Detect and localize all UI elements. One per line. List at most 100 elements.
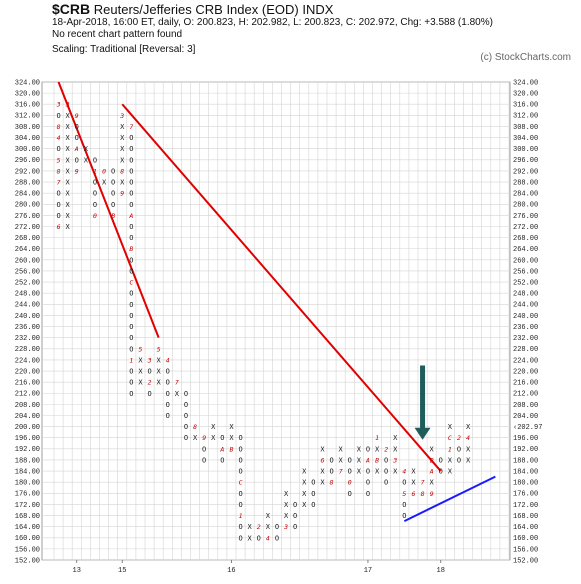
- o-box: O: [238, 523, 242, 531]
- x-box: X: [284, 490, 289, 498]
- o-box: O: [402, 512, 406, 520]
- o-box: O: [56, 145, 60, 153]
- month-marker: 6: [411, 490, 415, 498]
- y-tick-label-right: 260.00: [513, 257, 538, 265]
- y-tick-label-left: 216.00: [15, 380, 40, 388]
- watermark: (c) StockCharts.com: [480, 52, 571, 63]
- o-box: O: [184, 390, 188, 398]
- current-price-label: ‹202.97: [513, 424, 542, 432]
- y-tick-label-left: 320.00: [15, 91, 40, 99]
- o-box: O: [184, 423, 188, 431]
- o-box: O: [184, 434, 188, 442]
- trend-line: [121, 103, 442, 472]
- x-box: X: [157, 368, 162, 376]
- o-box: O: [366, 468, 370, 476]
- o-box: O: [220, 456, 224, 464]
- o-box: O: [202, 445, 206, 453]
- o-box: O: [384, 456, 388, 464]
- y-tick-label-left: 236.00: [15, 324, 40, 332]
- y-tick-label-right: 264.00: [513, 246, 538, 254]
- o-box: O: [366, 445, 370, 453]
- x-tick-label: 18: [437, 567, 445, 575]
- arrow-head: [414, 427, 431, 440]
- x-box: X: [375, 445, 380, 453]
- x-box: X: [66, 112, 71, 120]
- y-tick-label-right: 204.00: [513, 413, 538, 421]
- o-box: O: [129, 390, 133, 398]
- o-box: O: [129, 290, 133, 298]
- o-box: O: [329, 468, 333, 476]
- y-tick-label-right: 240.00: [513, 313, 538, 321]
- month-marker: 1: [448, 445, 452, 453]
- x-box: X: [66, 167, 71, 175]
- o-box: O: [129, 223, 133, 231]
- x-box: X: [66, 190, 71, 198]
- o-box: O: [111, 201, 115, 209]
- month-marker: 1: [375, 434, 379, 442]
- x-box: X: [266, 523, 271, 531]
- x-box: X: [120, 156, 125, 164]
- month-marker: 8: [193, 423, 197, 431]
- x-box: X: [339, 445, 344, 453]
- symbol: $CRB: [52, 1, 91, 17]
- month-marker: 6: [320, 456, 324, 464]
- y-tick-label-left: 304.00: [15, 135, 40, 143]
- x-box: X: [138, 356, 143, 364]
- month-marker: 2: [457, 434, 461, 442]
- month-marker: 1: [239, 512, 243, 520]
- o-box: O: [275, 534, 279, 542]
- y-tick-label-right: 168.00: [513, 513, 538, 521]
- y-tick-label-right: 176.00: [513, 491, 538, 499]
- trend-line: [403, 475, 496, 522]
- y-tick-label-left: 248.00: [15, 291, 40, 299]
- x-box: X: [448, 456, 453, 464]
- o-box: O: [166, 412, 170, 420]
- y-tick-label-left: 308.00: [15, 124, 40, 132]
- y-tick-label-left: 268.00: [15, 235, 40, 243]
- x-box: X: [393, 468, 398, 476]
- month-marker: 3: [147, 356, 152, 364]
- y-tick-label-right: 188.00: [513, 457, 538, 465]
- month-marker: 7: [129, 123, 133, 131]
- y-tick-label-right: 300.00: [513, 146, 538, 154]
- y-tick-label-left: 176.00: [15, 491, 40, 499]
- o-box: O: [129, 167, 133, 175]
- chart-header: $CRB Reuters/Jefferies CRB Index (EOD) I…: [52, 2, 577, 56]
- month-marker: 5: [57, 156, 61, 164]
- o-box: O: [56, 190, 60, 198]
- o-box: O: [111, 190, 115, 198]
- o-box: O: [129, 134, 133, 142]
- x-box: X: [229, 434, 234, 442]
- index-name: Reuters/Jefferies CRB Index (EOD): [93, 2, 299, 17]
- x-box: X: [302, 479, 307, 487]
- y-tick-label-left: 272.00: [15, 224, 40, 232]
- o-box: O: [129, 379, 133, 387]
- x-box: X: [320, 479, 325, 487]
- o-box: O: [166, 390, 170, 398]
- x-box: X: [248, 534, 253, 542]
- o-box: O: [457, 445, 461, 453]
- y-tick-label-left: 324.00: [15, 79, 40, 87]
- month-marker: 9: [430, 490, 434, 498]
- month-marker: 4: [166, 356, 170, 364]
- y-tick-label-right: 276.00: [513, 213, 538, 221]
- x-box: X: [157, 379, 162, 387]
- x-box: X: [120, 134, 125, 142]
- x-box: X: [211, 423, 216, 431]
- o-box: O: [147, 390, 151, 398]
- o-box: O: [129, 179, 133, 187]
- y-tick-label-left: 200.00: [15, 424, 40, 432]
- x-tick-label: 13: [73, 567, 81, 575]
- o-box: O: [129, 334, 133, 342]
- month-marker: C: [448, 434, 452, 442]
- o-box: O: [129, 256, 133, 264]
- o-box: O: [56, 201, 60, 209]
- x-box: X: [393, 434, 398, 442]
- y-tick-label-right: 268.00: [513, 235, 538, 243]
- o-box: O: [129, 267, 133, 275]
- month-marker: 9: [75, 112, 79, 120]
- x-box: X: [375, 468, 380, 476]
- y-tick-label-right: 284.00: [513, 191, 538, 199]
- month-marker: 3: [283, 523, 288, 531]
- month-marker: C: [129, 279, 133, 287]
